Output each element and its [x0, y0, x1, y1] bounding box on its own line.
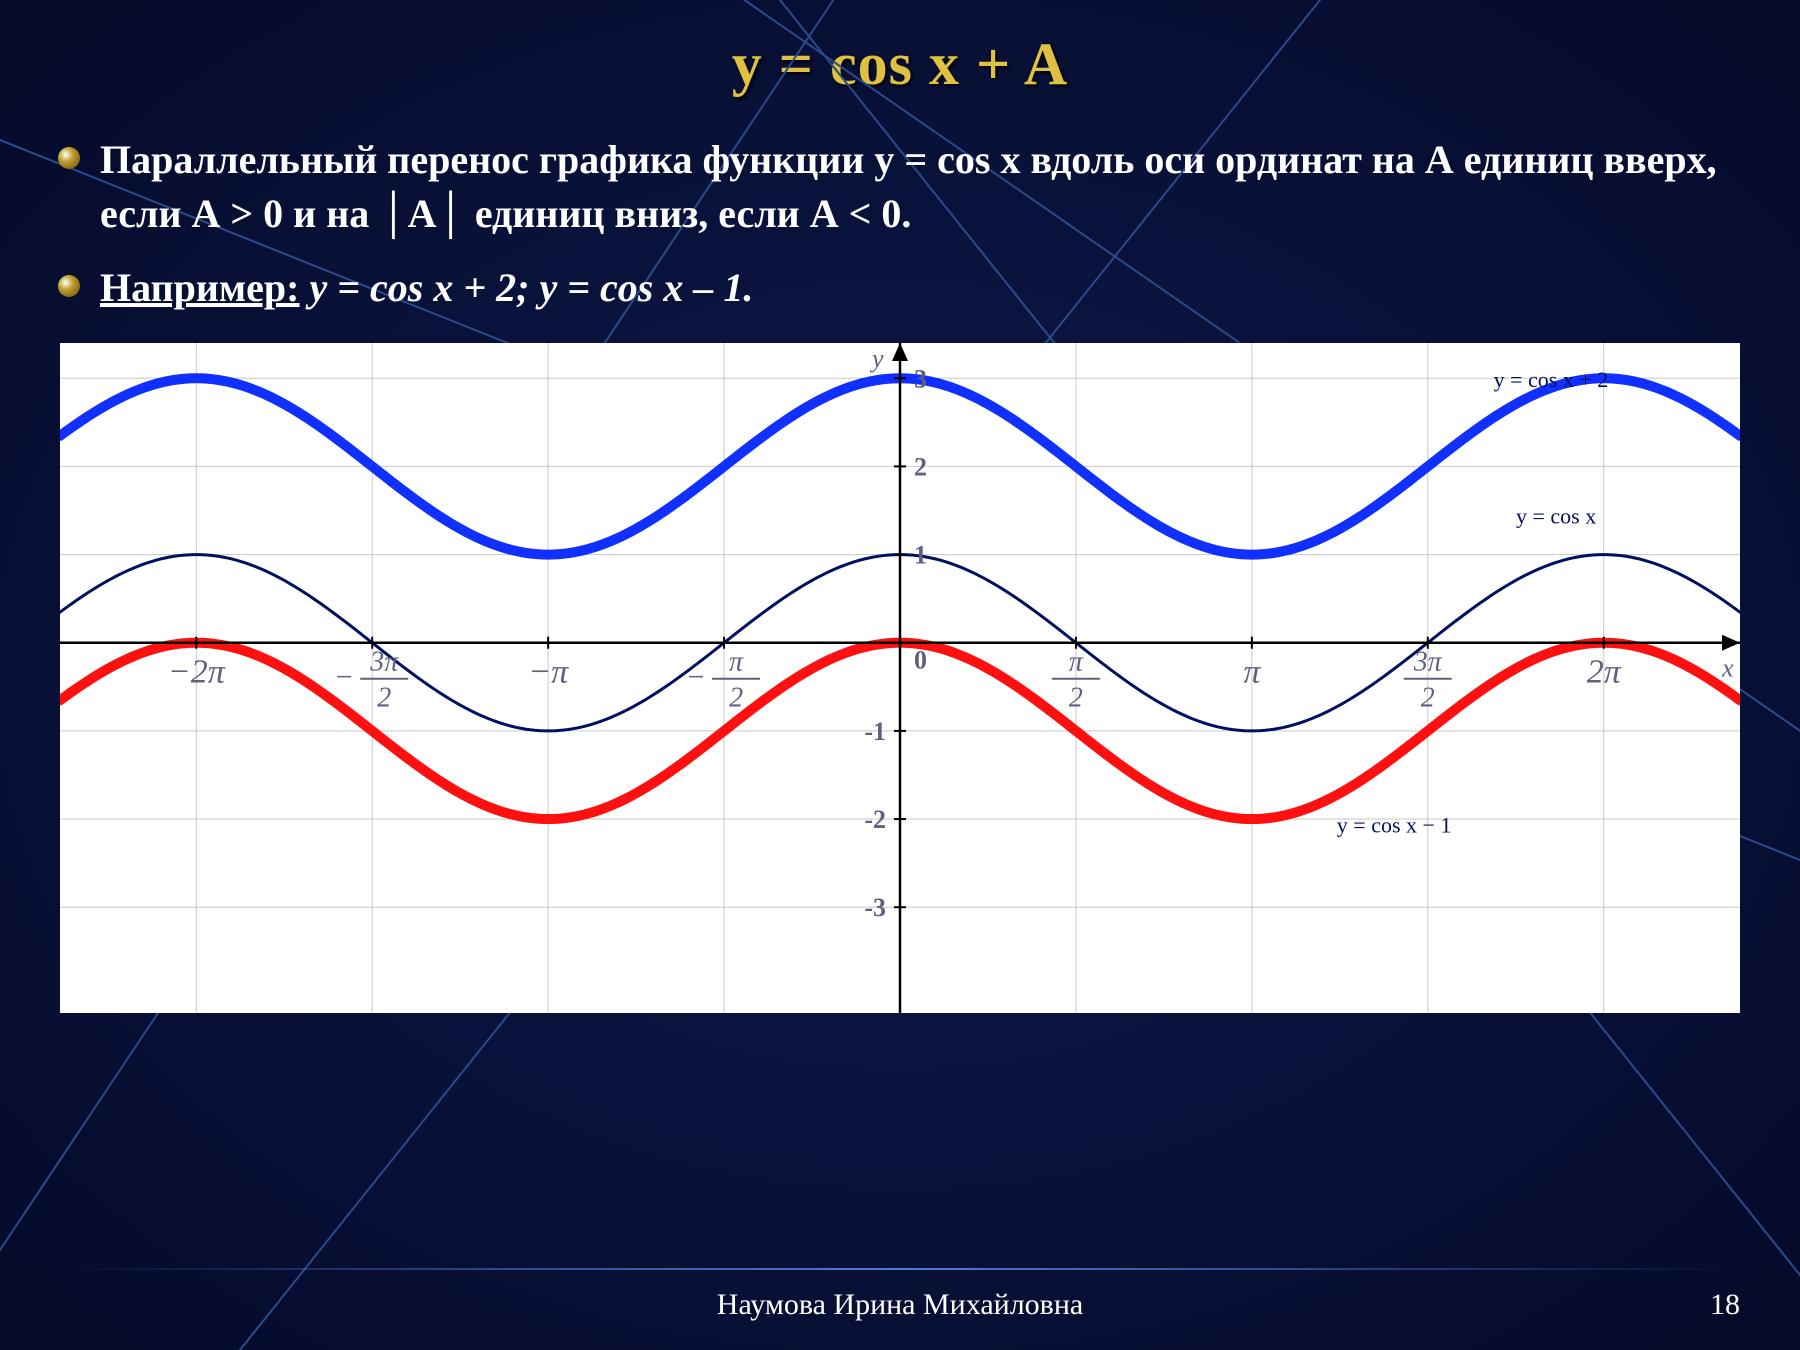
bullet-2: Например: y = cos x + 2; y = cos x – 1.	[100, 261, 1740, 315]
example-equations: y = cos x + 2; y = cos x – 1.	[300, 265, 754, 310]
bullet-1-text: Параллельный перенос графика функции y =…	[100, 137, 1717, 236]
slide-title: y = cos x + A	[0, 0, 1800, 99]
svg-text:2: 2	[1069, 683, 1083, 714]
svg-text:y = cos x + 2: y = cos x + 2	[1494, 367, 1609, 392]
svg-text:−: −	[688, 661, 705, 694]
svg-text:-1: -1	[864, 717, 886, 746]
svg-text:y: y	[869, 344, 884, 373]
footer-author: Наумова Ирина Михайловна	[0, 1288, 1800, 1322]
example-label: Например:	[100, 265, 300, 310]
svg-text:−π: −π	[528, 654, 569, 691]
footer-divider	[60, 1268, 1740, 1270]
bullet-icon	[58, 275, 80, 297]
svg-text:3π: 3π	[1413, 647, 1443, 678]
bullet-1: Параллельный перенос графика функции y =…	[100, 133, 1740, 241]
svg-text:y = cos x − 1: y = cos x − 1	[1337, 812, 1452, 837]
svg-text:π: π	[729, 647, 744, 678]
svg-text:0: 0	[914, 646, 927, 675]
svg-text:2: 2	[729, 683, 743, 714]
svg-text:1: 1	[914, 541, 927, 570]
svg-text:3π: 3π	[369, 647, 399, 678]
svg-text:x: x	[1721, 654, 1734, 683]
page-number: 18	[1710, 1288, 1740, 1322]
svg-text:π: π	[1069, 647, 1084, 678]
cosine-chart: -3-2-10123−2π3π2−−ππ2−π2π3π22πxyy = cos …	[60, 343, 1740, 1013]
svg-text:2: 2	[377, 683, 391, 714]
svg-text:-3: -3	[864, 893, 886, 922]
bullet-icon	[58, 147, 80, 169]
svg-text:3: 3	[914, 364, 927, 393]
svg-text:2: 2	[914, 452, 927, 481]
svg-text:π: π	[1243, 654, 1261, 691]
svg-text:2: 2	[1421, 683, 1435, 714]
svg-text:-2: -2	[864, 805, 886, 834]
svg-text:−2π: −2π	[168, 654, 226, 691]
svg-text:2π: 2π	[1587, 654, 1622, 691]
svg-text:−: −	[336, 661, 353, 694]
svg-text:y = cos x: y = cos x	[1516, 504, 1596, 529]
